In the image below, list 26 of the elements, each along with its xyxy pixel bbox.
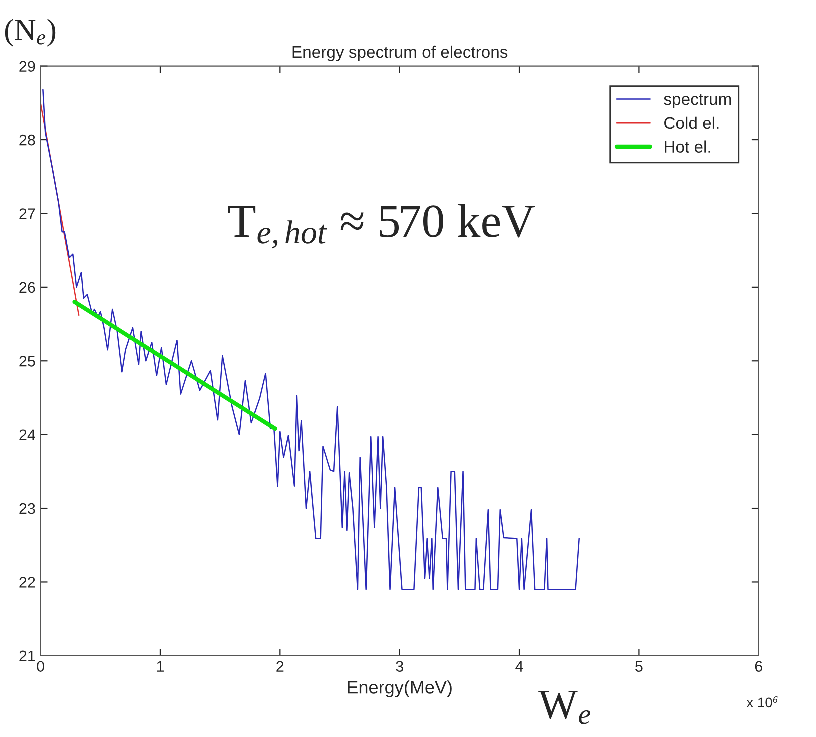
- y-tick-label: 27: [20, 208, 36, 220]
- x-tick-label: 1: [157, 661, 164, 672]
- x-tick-label: 0: [37, 661, 44, 672]
- text: (N$_{e}$): [5, 19, 56, 47]
- y-tick-label: 23: [20, 503, 36, 514]
- x-tick-label: 6: [755, 661, 762, 672]
- y-tick-label: 24: [20, 430, 36, 440]
- y-tick-label: 28: [20, 134, 36, 146]
- y-tick-label: 21: [20, 650, 36, 662]
- x-tick-label: 2: [276, 661, 284, 672]
- x-tick-label: 4: [516, 661, 524, 672]
- x-tick-label: 3: [396, 661, 404, 672]
- chart-title: Energy spectrum of electrons: [292, 46, 508, 62]
- text: W$_{e}$: [538, 691, 591, 724]
- legend-label: Hot el.: [665, 140, 710, 153]
- x-tick-label: 5: [636, 661, 643, 672]
- y-tick-label: 26: [20, 282, 36, 294]
- legend-label: spectrum: [664, 94, 732, 109]
- y-tick-label: 22: [20, 577, 36, 588]
- y-tick-label: 25: [20, 356, 36, 367]
- text: x 10$^{6}$: [746, 696, 778, 708]
- line-series: [42, 89, 580, 590]
- legend-label: Cold el.: [664, 116, 719, 130]
- annotation: T$_{e,hot}$ ≈ 570 keV: [228, 204, 536, 249]
- x-axis-title: Energy(MeV): [348, 680, 452, 698]
- y-tick-label: 29: [20, 61, 36, 72]
